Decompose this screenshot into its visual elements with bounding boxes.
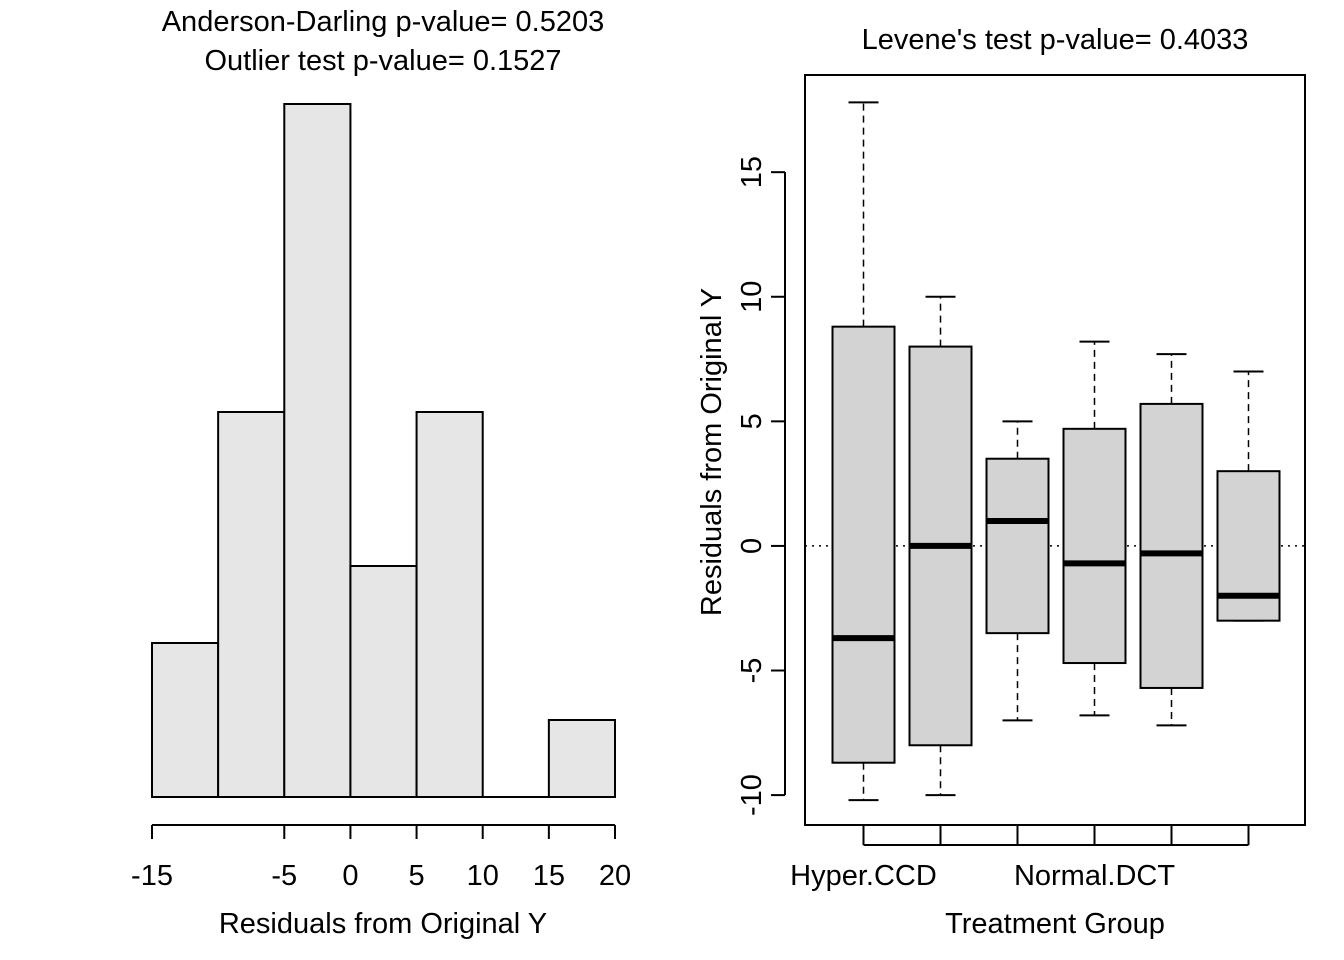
boxplot-category-label: Normal.DCT (1014, 860, 1175, 892)
histogram-x-axis: -15 -5 0 5 10 15 20 (131, 824, 631, 892)
box-group (831, 101, 896, 802)
histogram-x-tick-label: -5 (271, 860, 297, 892)
boxplot-y-tick-label: 15 (736, 156, 768, 188)
histogram-bar (283, 103, 352, 798)
histogram-bar (547, 719, 616, 798)
histogram-bar (151, 642, 220, 798)
boxplot-x-label: Treatment Group (945, 908, 1165, 940)
boxplot-y-tick-label: -10 (736, 774, 768, 816)
histogram-bar (349, 565, 418, 798)
box-group (1216, 370, 1281, 622)
histogram-x-tick-label: 0 (342, 860, 358, 892)
histogram-x-tick-label: 5 (409, 860, 425, 892)
histogram-title-line-2: Outlier test p-value= 0.1527 (204, 45, 561, 77)
histogram-bar (217, 411, 286, 798)
boxplot-title: Levene's test p-value= 0.4033 (862, 24, 1249, 56)
histogram-title-line-1: Anderson-Darling p-value= 0.5203 (162, 6, 605, 38)
histogram-bar (415, 411, 484, 798)
box-iqr (831, 325, 896, 764)
box-iqr (1139, 402, 1204, 689)
boxplot-boxes (831, 101, 1281, 802)
boxplot-y-tick-label: 0 (736, 538, 768, 554)
histogram-x-tick-label: 10 (467, 860, 499, 892)
boxplot-y-label: Residuals from Original Y (696, 288, 728, 616)
boxplot-y-tick-label: -5 (736, 658, 768, 684)
histogram-x-tick-label: -15 (131, 860, 173, 892)
boxplot-y-tick-label: 5 (736, 413, 768, 429)
boxplot-x-axis: Hyper.CCD Normal.DCT (790, 825, 1250, 892)
box-group (1062, 340, 1127, 717)
histogram-x-tick-label: 15 (533, 860, 565, 892)
boxplot-category-label: Hyper.CCD (790, 860, 937, 892)
box-iqr (985, 457, 1050, 635)
boxplot-y-axis: -10 -5 0 5 10 15 (736, 156, 786, 816)
boxplot-y-tick-label: 10 (736, 281, 768, 313)
box-group (908, 295, 973, 797)
boxplot-panel: Levene's test p-value= 0.4033 -10 -5 0 5 10 1… (696, 24, 1306, 940)
box-group (1139, 353, 1204, 727)
box-group (985, 420, 1050, 722)
box-iqr (1062, 427, 1127, 665)
histogram-x-tick-label: 20 (599, 860, 631, 892)
histogram-bars (151, 103, 616, 798)
histogram-x-label: Residuals from Original Y (219, 908, 547, 940)
boxplot-frame (804, 74, 1306, 826)
histogram-panel: Anderson-Darling p-value= 0.5203 Outlier… (131, 6, 631, 940)
